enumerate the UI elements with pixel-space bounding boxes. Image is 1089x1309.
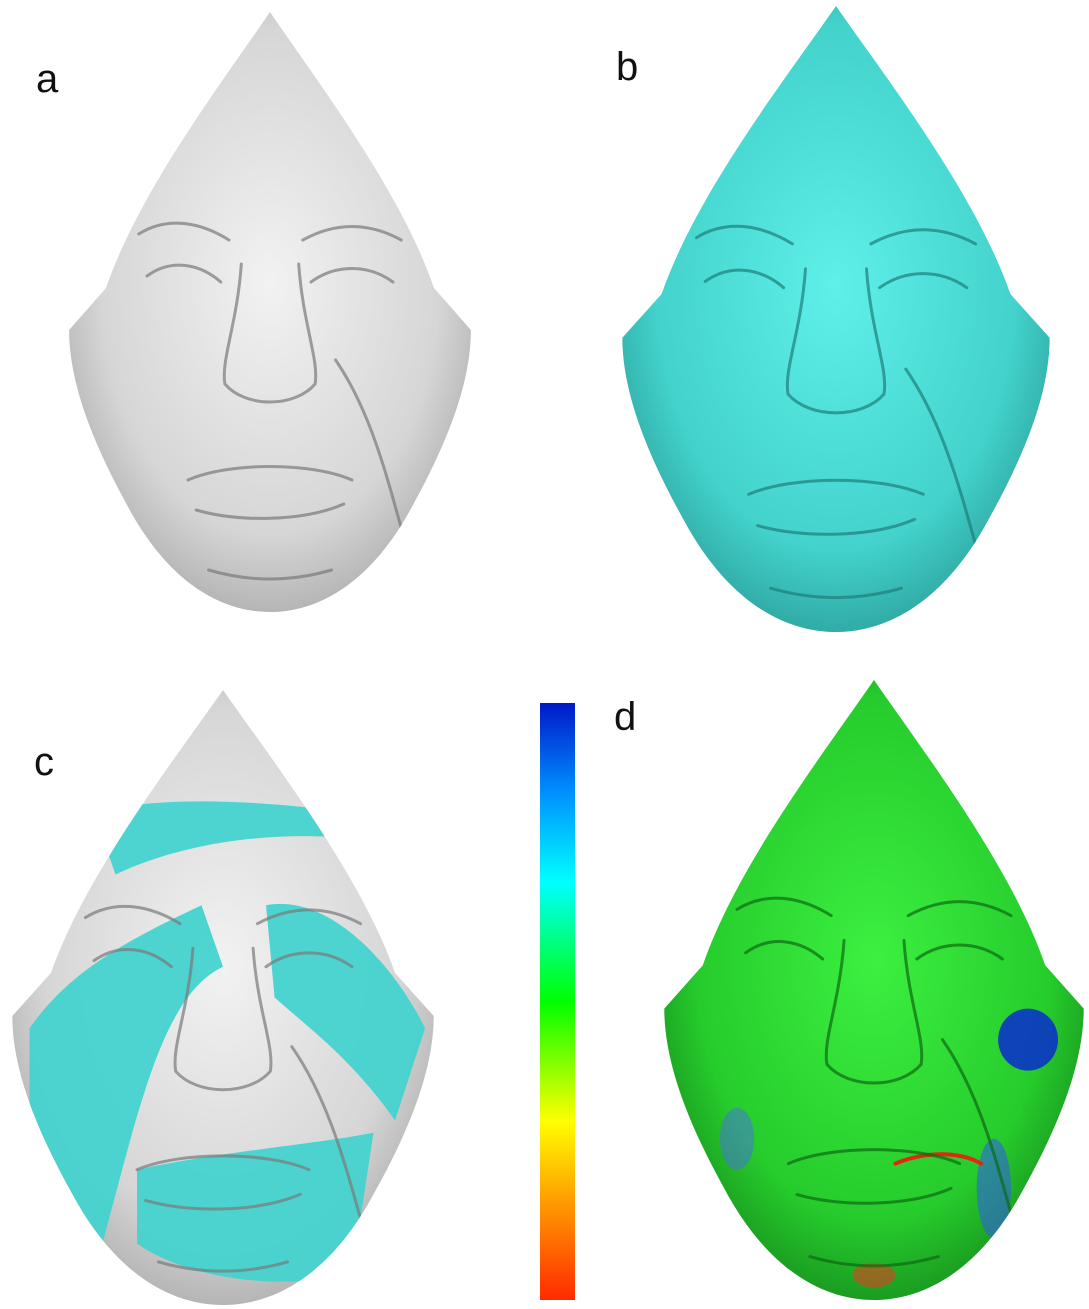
deviation-spot <box>998 1008 1059 1071</box>
face-detail <box>720 898 1058 1287</box>
face-contour <box>336 360 402 528</box>
face-contour <box>737 898 831 915</box>
face-contour <box>810 1257 938 1266</box>
face-contour <box>787 269 884 413</box>
panel-label: c <box>34 740 54 784</box>
face <box>12 690 434 1305</box>
face-contour <box>147 265 221 282</box>
face-surface <box>622 6 1050 632</box>
deviation-spot <box>976 1138 1011 1238</box>
colorbar <box>540 703 575 1300</box>
face-detail <box>139 223 401 579</box>
faces <box>12 6 1083 1305</box>
panel-label: a <box>36 57 59 101</box>
panel-label: d <box>614 695 636 739</box>
face-contour <box>94 949 171 966</box>
overlap-region <box>29 905 224 1275</box>
face-contour <box>159 1262 288 1271</box>
face-contour <box>292 1047 361 1219</box>
deviation-line <box>895 1154 981 1163</box>
deviation-spot <box>852 1262 896 1288</box>
face-contour <box>188 467 352 480</box>
face-surface <box>664 680 1084 1300</box>
face-surface <box>69 12 471 612</box>
face-contour <box>696 226 792 244</box>
face-contour <box>746 942 823 959</box>
face-contour <box>85 906 180 923</box>
overlap-region <box>94 801 352 875</box>
face-contour <box>137 1156 309 1170</box>
overlap-region <box>266 903 426 1121</box>
face-contour <box>880 274 967 288</box>
face-contour <box>788 1150 959 1164</box>
face-contour <box>266 953 352 967</box>
face <box>69 12 471 612</box>
deviation-spot <box>719 1107 755 1170</box>
face-contour <box>749 480 923 494</box>
face-contour <box>917 945 1003 959</box>
face-contour <box>826 940 922 1083</box>
face-detail <box>696 226 975 597</box>
face <box>622 6 1050 632</box>
face-contour <box>175 948 271 1089</box>
face-contour <box>303 227 401 241</box>
face-detail <box>30 801 426 1281</box>
face-contour <box>209 570 332 579</box>
face-contour <box>908 902 1011 916</box>
face <box>664 680 1083 1300</box>
face-contour <box>311 269 393 283</box>
face-contour <box>139 223 229 240</box>
face-contour <box>257 910 360 924</box>
panel-label: b <box>616 45 638 89</box>
face-contour <box>224 264 316 402</box>
face-contour <box>146 1194 301 1209</box>
face-contour <box>771 588 902 597</box>
face-contour <box>196 504 344 518</box>
face-contour <box>705 270 783 288</box>
face-contour <box>871 230 976 244</box>
face-contour <box>797 1188 951 1203</box>
face-contour <box>758 519 915 534</box>
face-contour <box>906 369 976 544</box>
face-contour <box>942 1040 1010 1214</box>
